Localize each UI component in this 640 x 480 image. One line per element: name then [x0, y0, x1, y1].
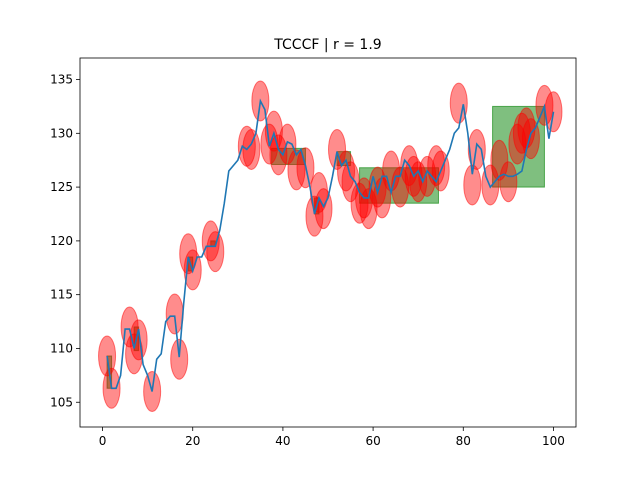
marker-ellipse-36 — [409, 161, 428, 203]
marker-ellipse-44 — [490, 139, 509, 181]
marker-ellipse-11 — [206, 231, 225, 273]
y-tick-label-3: 120 — [50, 234, 73, 248]
y-tick-label-1: 110 — [50, 341, 73, 355]
marker-ellipse-19 — [287, 149, 306, 191]
marker-ellipse-37 — [418, 155, 437, 197]
y-tick-label-0: 105 — [50, 395, 73, 409]
y-axis: 105 110 115 120 125 130 135 — [50, 73, 80, 409]
marker-ellipse-4 — [129, 319, 148, 361]
x-axis: 0 20 40 60 80 100 — [99, 427, 565, 448]
marker-ellipse-24 — [328, 128, 347, 170]
marker-ellipse-13 — [242, 128, 261, 170]
x-tick-label-1: 20 — [185, 434, 200, 448]
x-tick-label-4: 80 — [456, 434, 471, 448]
y-tick-label-4: 125 — [50, 180, 73, 194]
x-tick-label-3: 60 — [365, 434, 380, 448]
marker-ellipse-6 — [165, 293, 184, 335]
x-tick-label-5: 100 — [542, 434, 565, 448]
marker-ellipse-7 — [170, 338, 189, 380]
marker-ellipse-40 — [449, 82, 468, 124]
y-tick-label-5: 130 — [50, 126, 73, 140]
x-tick-label-0: 0 — [99, 434, 107, 448]
marker-ellipse-45 — [499, 161, 518, 203]
chart-title: TCCCF | r = 1.9 — [273, 37, 381, 53]
marker-ellipse-2 — [120, 306, 139, 348]
marker-ellipse-17 — [269, 134, 288, 176]
series-line — [106, 98, 555, 392]
y-tick-label-6: 135 — [50, 73, 73, 87]
y-tick-label-2: 115 — [50, 288, 73, 302]
marker-ellipse-0 — [98, 335, 117, 377]
marker-ellipse-41 — [463, 164, 482, 206]
x-tick-label-2: 40 — [275, 434, 290, 448]
plot-frame — [79, 57, 577, 428]
marker-ellipse-21 — [305, 195, 324, 237]
